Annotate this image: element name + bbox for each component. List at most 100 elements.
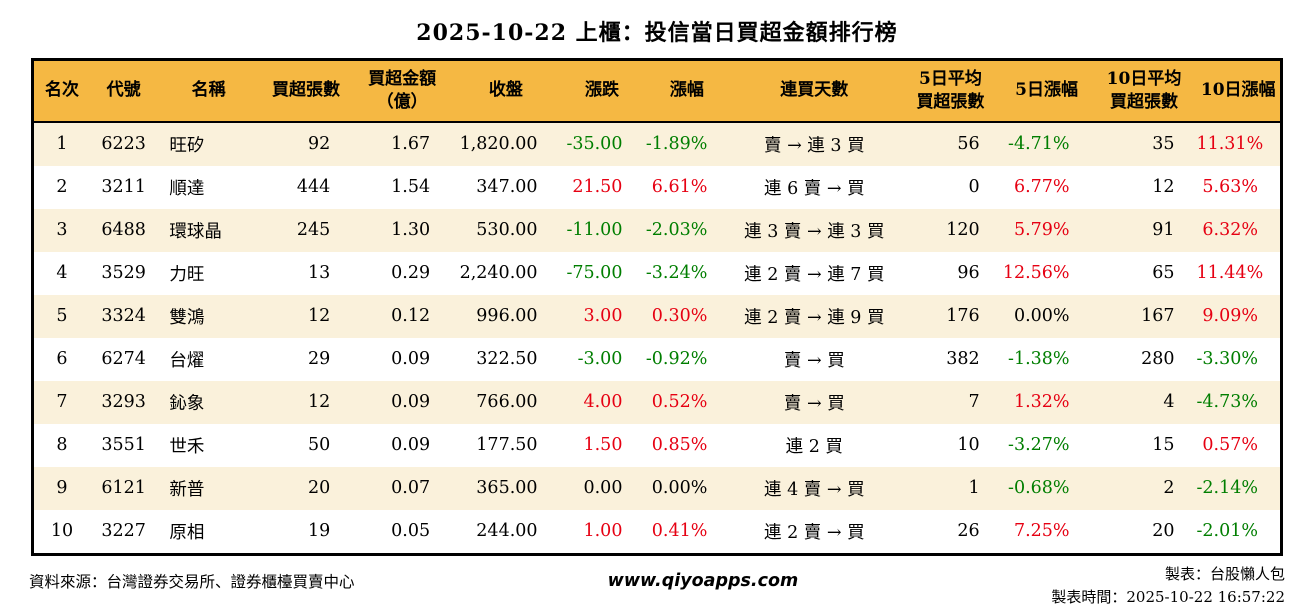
cell-avg10-shares: 35: [1152, 134, 1175, 155]
cell-avg10-shares: 280: [1141, 349, 1175, 370]
cell-avg5-shares: 1: [968, 478, 980, 499]
cell-pct10: 6.32%: [1202, 220, 1258, 241]
col-header-name: 名稱: [157, 59, 260, 123]
table-row-1: 1 6223 旺矽 92 1.67 1,820.00 -35.00 -1.89% 賣 → 連 3…: [32, 121, 1282, 166]
table-row-9: 9 6121 新普 20 0.07 365.00 0.00 0.00% 連 4 賣 → 買 1 -0…: [32, 466, 1282, 510]
cell-change-pct: -1.89%: [645, 134, 708, 155]
cell-rank: 1: [56, 134, 68, 155]
cell-name: 力旺: [169, 264, 205, 285]
table-row-5: 5 3324 雙鴻 12 0.12 996.00 3.00 0.30% 連 2 賣 → 連 9 …: [32, 294, 1282, 338]
col-header-avg10-shares: 10日平均 買超張數: [1091, 59, 1197, 123]
cell-close: 177.50: [476, 435, 538, 456]
data-source-note: 資料來源：台灣證券交易所、證券櫃檯買賣中心: [29, 572, 355, 591]
col-header-pct10: 10日漲幅: [1196, 59, 1282, 123]
cell-name: 環球晶: [169, 221, 222, 242]
author-note: 製表：台股懶人包: [1164, 564, 1285, 583]
col-header-pct5: 5日漲幅: [1001, 59, 1092, 123]
cell-name: 順達: [169, 178, 205, 199]
page-title: 2025-10-22 上櫃：投信當日買超金額排行榜: [416, 20, 898, 46]
col-header-net-buy-shares: 買超張數: [259, 59, 353, 123]
cell-avg10-shares: 167: [1141, 306, 1175, 327]
cell-avg10-shares: 20: [1152, 521, 1175, 542]
cell-close: 365.00: [476, 478, 538, 499]
cell-close: 322.50: [476, 349, 538, 370]
cell-net-buy-shares: 19: [307, 521, 331, 542]
cell-streak: 連 3 賣 → 連 3 買: [744, 221, 885, 242]
cell-pct5: -1.38%: [1008, 349, 1070, 370]
col-header-rank: 名次: [32, 59, 90, 123]
cell-change: -11.00: [566, 220, 623, 241]
cell-name: 旺矽: [169, 135, 205, 156]
table-row-7: 7 3293 鈊象 12 0.09 766.00 4.00 0.52% 賣 → 買 7 1.32% 4…: [32, 380, 1282, 424]
cell-net-buy-amount: 1.54: [391, 177, 431, 198]
cell-change: -35.00: [566, 134, 623, 155]
cell-avg5-shares: 96: [957, 263, 980, 284]
cell-code: 6223: [101, 134, 146, 155]
cell-change: -3.00: [577, 349, 623, 370]
cell-net-buy-shares: 444: [296, 177, 331, 198]
cell-avg10-shares: 15: [1152, 435, 1175, 456]
cell-close: 996.00: [476, 306, 538, 327]
header-row: 名次 代號 名稱 買超張數 買超金額 （億） 收盤 漲跌 漲幅 連買天數 5日平均 買超張數 5日漲幅 1…: [32, 59, 1282, 123]
cell-net-buy-shares: 92: [307, 134, 331, 155]
cell-net-buy-amount: 1.30: [391, 220, 431, 241]
cell-pct10: -2.14%: [1196, 478, 1258, 499]
cell-pct5: -3.27%: [1008, 435, 1070, 456]
cell-avg10-shares: 65: [1152, 263, 1175, 284]
cell-pct5: 5.79%: [1013, 220, 1070, 241]
table-row-8: 8 3551 世禾 50 0.09 177.50 1.50 0.85% 連 2 買 10 -3.27…: [32, 423, 1282, 467]
cell-avg5-shares: 7: [968, 392, 980, 413]
cell-rank: 6: [56, 349, 68, 370]
cell-avg10-shares: 12: [1152, 177, 1175, 198]
cell-streak: 連 2 買: [785, 436, 843, 457]
cell-rank: 5: [56, 306, 68, 327]
cell-net-buy-shares: 12: [307, 306, 331, 327]
cell-change-pct: 0.41%: [651, 521, 708, 542]
cell-net-buy-shares: 29: [307, 349, 331, 370]
col-header-avg5-shares: 5日平均 買超張數: [899, 59, 1002, 123]
cell-streak: 連 2 賣 → 連 7 買: [744, 264, 885, 285]
cell-change: 3.00: [583, 306, 623, 327]
cell-streak: 賣 → 連 3 買: [764, 135, 865, 156]
cell-streak: 連 2 賣 → 連 9 買: [744, 307, 885, 328]
cell-net-buy-shares: 13: [307, 263, 331, 284]
cell-rank: 7: [56, 392, 68, 413]
cell-name: 原相: [169, 522, 205, 543]
cell-pct10: -3.30%: [1196, 349, 1258, 370]
cell-change-pct: 0.30%: [651, 306, 708, 327]
cell-net-buy-amount: 0.07: [391, 478, 431, 499]
cell-close: 766.00: [476, 392, 538, 413]
cell-change-pct: 0.52%: [651, 392, 708, 413]
cell-net-buy-shares: 50: [307, 435, 331, 456]
cell-avg10-shares: 2: [1163, 478, 1175, 499]
cell-rank: 3: [56, 220, 68, 241]
generated-time: 製表時間：2025-10-22 16:57:22: [1051, 588, 1285, 607]
table-row-4: 4 3529 力旺 13 0.29 2,240.00 -75.00 -3.24% 連 2 賣 →…: [32, 251, 1282, 295]
cell-net-buy-amount: 0.12: [391, 306, 431, 327]
table-row-3: 3 6488 環球晶 245 1.30 530.00 -11.00 -2.03% 連 3 賣 →…: [32, 208, 1282, 252]
cell-change: -75.00: [566, 263, 623, 284]
cell-code: 3529: [101, 263, 146, 284]
cell-net-buy-amount: 0.09: [391, 349, 431, 370]
cell-code: 6121: [101, 478, 146, 499]
credits-block: 製表：台股懶人包 製表時間：2025-10-22 16:57:22: [1051, 563, 1285, 610]
cell-close: 347.00: [476, 177, 538, 198]
cell-name: 鈊象: [169, 393, 205, 414]
col-header-code: 代號: [89, 59, 158, 123]
cell-pct5: 6.77%: [1013, 177, 1070, 198]
cell-net-buy-shares: 245: [296, 220, 331, 241]
cell-rank: 9: [56, 478, 68, 499]
cell-pct5: 0.00%: [1013, 306, 1070, 327]
cell-net-buy-amount: 0.29: [391, 263, 431, 284]
cell-pct10: 9.09%: [1202, 306, 1258, 327]
cell-pct10: 11.44%: [1196, 263, 1264, 284]
cell-close: 244.00: [476, 521, 538, 542]
cell-name: 雙鴻: [169, 307, 205, 328]
table-body: 1 6223 旺矽 92 1.67 1,820.00 -35.00 -1.89% 賣 → 連 3…: [32, 121, 1282, 555]
cell-avg5-shares: 120: [946, 220, 980, 241]
cell-code: 3324: [101, 306, 146, 327]
col-header-net-buy-amount: 買超金額 （億）: [352, 59, 453, 123]
footer: 資料來源：台灣證券交易所、證券櫃檯買賣中心 www.qiyoapps.com 製…: [29, 563, 1285, 610]
cell-close: 2,240.00: [459, 263, 538, 284]
cell-pct10: -4.73%: [1196, 392, 1258, 413]
